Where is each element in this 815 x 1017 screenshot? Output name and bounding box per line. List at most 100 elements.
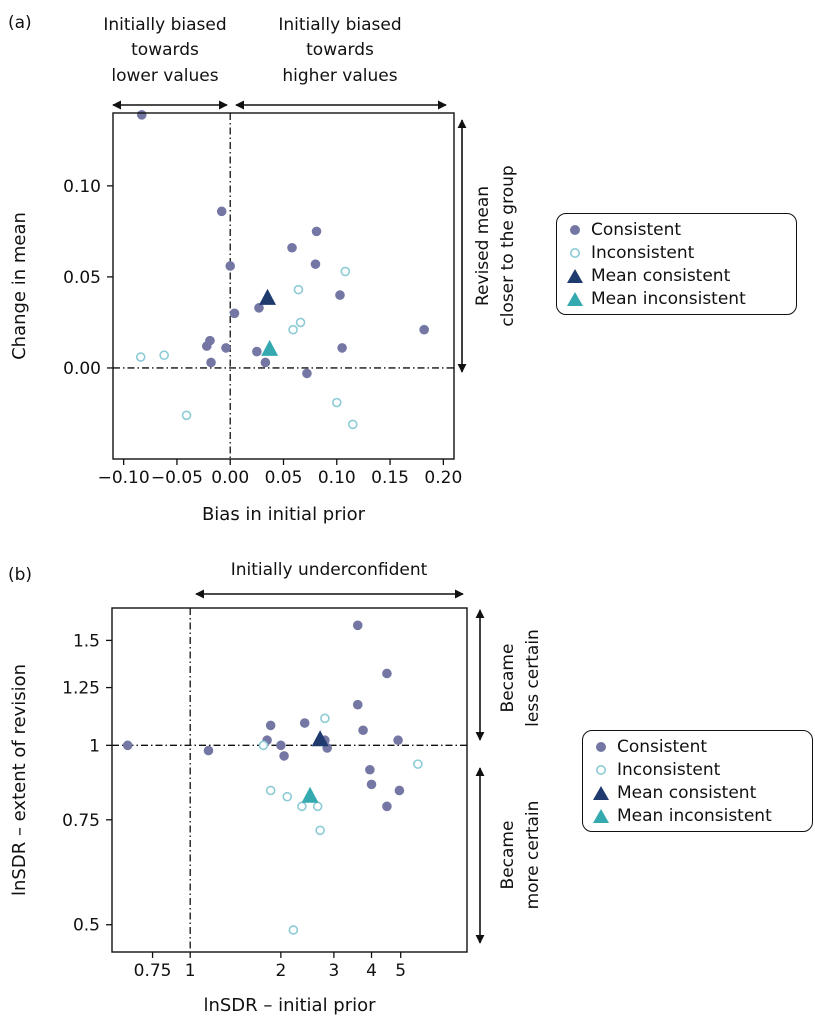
- legend-item-mean-consistent: Mean consistent: [565, 264, 788, 287]
- y-tick-label: 1: [89, 736, 100, 756]
- triangle-icon: [591, 806, 611, 826]
- annotation-more-line1: Became: [498, 821, 518, 890]
- point-consistent: [225, 261, 236, 271]
- panel-a-y-axis-label: Change in mean: [9, 212, 30, 360]
- panel-b-label: (b): [8, 565, 32, 585]
- filled-circle-icon: [591, 737, 611, 757]
- x-tick-label: 0.05: [265, 468, 303, 488]
- legend-item-mean-consistent: Mean consistent: [591, 781, 804, 804]
- point-inconsistent: [340, 266, 351, 277]
- y-tick-label: 1.5: [73, 631, 100, 651]
- point-consistent: [203, 745, 214, 756]
- annotation-more-line2: more certain: [523, 801, 543, 910]
- point-consistent: [265, 720, 276, 731]
- mean-consistent-marker: [311, 730, 329, 747]
- point-consistent: [366, 779, 377, 790]
- point-inconsistent: [347, 419, 358, 430]
- point-consistent: [419, 324, 429, 335]
- annotation-revised-mean: Revised mean closer to the group: [473, 165, 518, 326]
- point-consistent: [365, 764, 375, 775]
- legend-label-inconsistent: Inconsistent: [617, 759, 721, 780]
- annotation-lower-line1: Initially biased: [103, 15, 226, 35]
- point-inconsistent: [135, 352, 146, 362]
- x-tick-label: 2: [275, 961, 286, 981]
- panel-b: (b) Initially underconfident Became less…: [8, 560, 543, 1016]
- legend-panel-b: Consistent Inconsistent Mean consistent …: [582, 730, 813, 832]
- x-tick-label: −0.05: [151, 468, 203, 488]
- point-consistent: [206, 357, 216, 368]
- legend-panel-a: Consistent Inconsistent Mean consistent …: [556, 213, 797, 315]
- panel-b-y-axis-label: lnSDR – extent of revision: [9, 664, 30, 896]
- y-tick-label: 1.25: [62, 679, 100, 699]
- point-inconsistent: [315, 825, 325, 836]
- point-consistent: [287, 242, 297, 253]
- triangle-icon: [565, 266, 585, 286]
- point-inconsistent: [293, 284, 304, 295]
- point-consistent: [221, 343, 231, 353]
- point-consistent: [352, 699, 363, 710]
- panel-b-x-axis-label: lnSDR – initial prior: [203, 995, 376, 1016]
- y-tick-label: 0.05: [63, 268, 101, 288]
- legend-item-consistent: Consistent: [565, 218, 788, 241]
- point-consistent: [254, 303, 264, 313]
- triangle-icon: [591, 783, 611, 803]
- point-consistent: [136, 110, 147, 120]
- point-inconsistent: [265, 785, 276, 796]
- annotation-higher-line1: Initially biased: [278, 15, 401, 35]
- point-inconsistent: [288, 324, 298, 335]
- point-inconsistent: [331, 397, 342, 408]
- point-consistent: [394, 785, 405, 796]
- annotation-biased-lower: Initially biased towards lower values: [103, 15, 226, 86]
- x-tick-label: 3: [328, 961, 339, 981]
- legend-item-mean-inconsistent: Mean inconsistent: [591, 804, 804, 827]
- annotation-biased-higher: Initially biased towards higher values: [278, 15, 401, 86]
- annotation-less-certain: Became less certain: [498, 629, 543, 727]
- legend-label-consistent: Consistent: [617, 736, 708, 757]
- x-tick-label: 0.00: [211, 468, 249, 488]
- point-inconsistent: [413, 759, 423, 769]
- annotation-lower-line2: towards: [131, 40, 199, 60]
- point-consistent: [252, 346, 262, 357]
- point-consistent: [382, 801, 392, 812]
- point-inconsistent: [282, 791, 293, 802]
- legend-label-mean-consistent: Mean consistent: [591, 265, 731, 286]
- annotation-less-line1: Became: [498, 644, 518, 713]
- mean-inconsistent-marker: [261, 339, 279, 356]
- panel-b-plot-frame: [111, 607, 468, 953]
- point-consistent: [358, 725, 368, 736]
- legend-item-consistent: Consistent: [591, 735, 804, 758]
- annotation-underconfident: Initially underconfident: [231, 560, 428, 580]
- annotation-revised-line1: Revised mean: [473, 186, 493, 306]
- legend-item-mean-inconsistent: Mean inconsistent: [565, 287, 788, 310]
- legend-label-inconsistent: Inconsistent: [591, 242, 695, 263]
- point-consistent: [299, 718, 310, 728]
- point-inconsistent: [258, 740, 269, 751]
- annotation-less-line2: less certain: [523, 629, 543, 727]
- point-inconsistent: [288, 925, 299, 935]
- panel-a-points: [135, 110, 429, 430]
- triangle-icon: [565, 289, 585, 309]
- legend-label-mean-consistent: Mean consistent: [617, 782, 757, 803]
- mean-consistent-marker: [259, 288, 277, 305]
- point-consistent: [276, 740, 286, 751]
- point-inconsistent: [320, 713, 330, 724]
- mean-inconsistent-marker: [301, 786, 319, 803]
- point-consistent: [205, 335, 215, 346]
- point-consistent: [335, 290, 345, 300]
- point-inconsistent: [312, 801, 323, 812]
- annotation-higher-line3: higher values: [282, 66, 397, 86]
- x-tick-label: 4: [366, 961, 377, 981]
- legend-label-consistent: Consistent: [591, 219, 682, 240]
- annotation-lower-line3: lower values: [111, 66, 218, 86]
- legend-item-inconsistent: Inconsistent: [591, 758, 804, 781]
- point-consistent: [279, 751, 289, 761]
- annotation-more-certain: Became more certain: [498, 801, 543, 910]
- point-inconsistent: [295, 317, 306, 328]
- x-tick-label: 0.75: [134, 961, 172, 981]
- point-consistent: [260, 357, 271, 368]
- annotation-higher-line2: towards: [306, 40, 374, 60]
- x-tick-label: 0.20: [424, 468, 462, 488]
- y-tick-label: 0.00: [63, 359, 101, 379]
- point-consistent: [229, 308, 240, 319]
